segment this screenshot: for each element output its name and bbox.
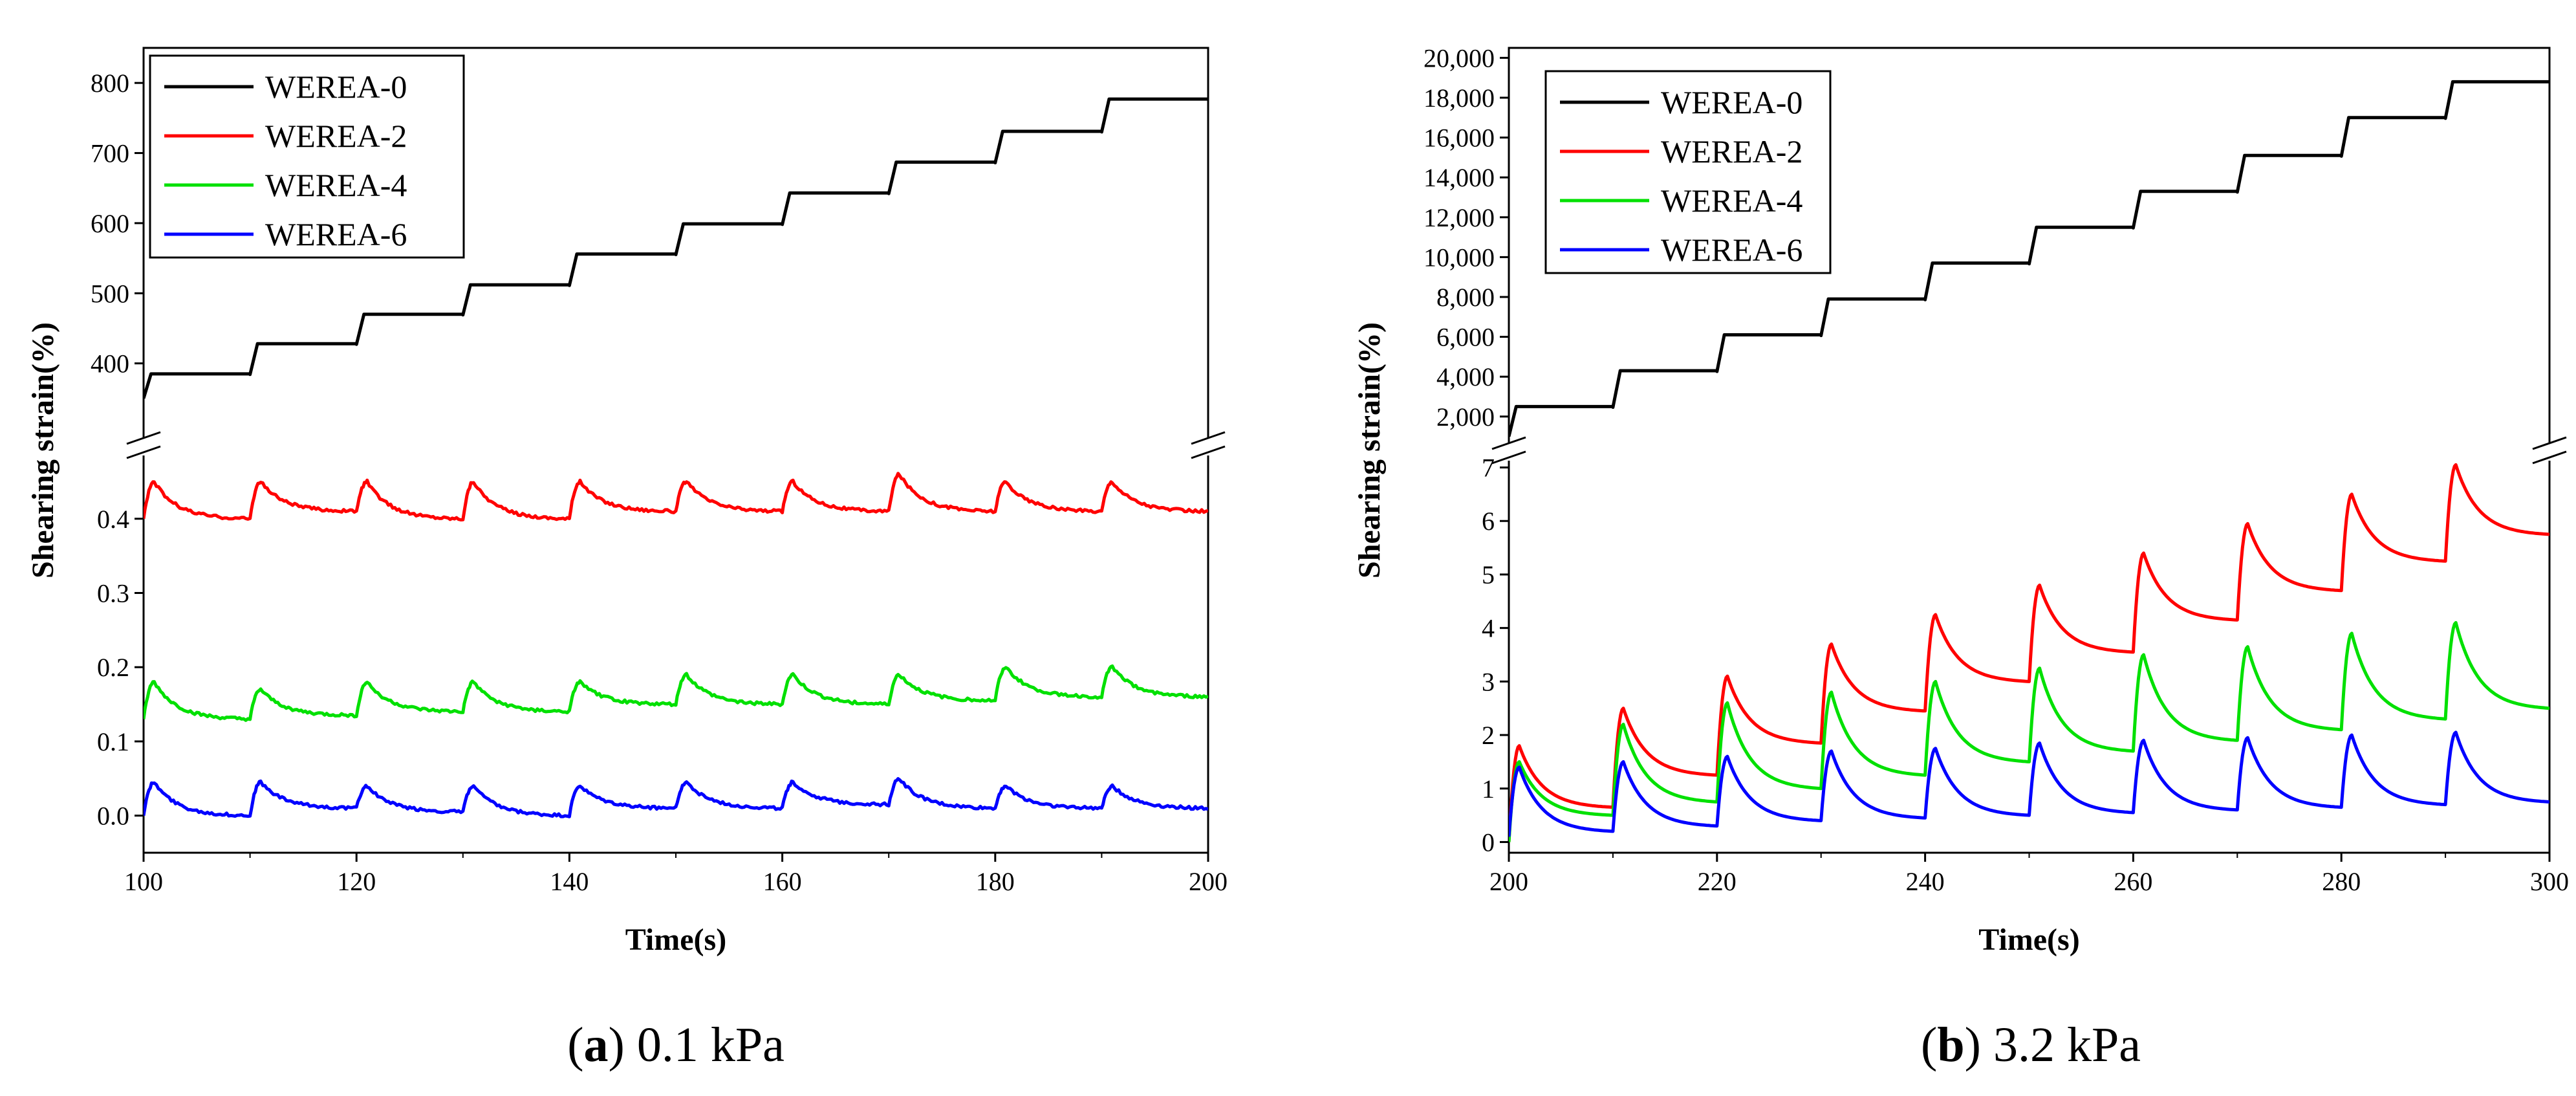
series-line-werea-6 [144, 777, 1208, 818]
y-tick-label-lower: 0.2 [97, 653, 129, 682]
axis-break-mark [2532, 450, 2567, 465]
y-tick-label-lower: 3 [1482, 667, 1495, 696]
panel-caption: (a) 0.1 kPa [567, 1018, 785, 1072]
legend-label-werea-4: WEREA-4 [265, 167, 407, 203]
y-tick-label-upper: 400 [91, 349, 129, 378]
series-line-werea-2 [144, 472, 1208, 521]
x-tick-label: 260 [2114, 867, 2152, 896]
y-tick-label-lower: 5 [1482, 560, 1495, 589]
axis-break-mark [1191, 445, 1226, 459]
y-tick-label-upper: 600 [91, 209, 129, 238]
y-tick-label-upper: 2,000 [1436, 402, 1495, 432]
legend-label-werea-0: WEREA-0 [1661, 84, 1802, 120]
panel-caption: (b) 3.2 kPa [1921, 1018, 2141, 1072]
y-tick-label-upper: 16,000 [1423, 124, 1495, 153]
y-axis-label: Shearing strain(%) [26, 322, 60, 578]
legend-label-werea-2: WEREA-2 [1661, 133, 1802, 170]
x-tick-label: 180 [976, 867, 1015, 896]
legend-label-werea-0: WEREA-0 [265, 69, 407, 105]
x-tick-label: 200 [1189, 867, 1228, 896]
y-tick-label-lower: 0.1 [97, 727, 129, 756]
caption-paren: ( [1921, 1018, 1937, 1072]
series-line-werea-6 [1509, 730, 2549, 837]
panel-a: 100 120 140 160 180 200 400 500 600 700 800 0.0 0.1 0… [26, 47, 1228, 1072]
axis-break-mark [126, 445, 161, 459]
series-line-werea-4 [144, 664, 1208, 722]
y-tick-label-upper: 14,000 [1423, 163, 1495, 192]
x-tick-label: 240 [1906, 867, 1945, 896]
caption-paren: ) [609, 1018, 625, 1072]
axis-break-mark [1191, 431, 1226, 445]
y-tick-label-upper: 8,000 [1436, 283, 1495, 312]
legend-label-werea-6: WEREA-6 [1661, 232, 1802, 268]
y-tick-label-lower: 4 [1482, 614, 1495, 643]
axis-break-mark [1491, 436, 1526, 450]
series-line-werea-0 [144, 97, 1208, 399]
y-tick-label-lower: 1 [1482, 774, 1495, 804]
y-tick-label-upper: 20,000 [1423, 43, 1495, 72]
caption-text: 3.2 kPa [1981, 1018, 2141, 1072]
legend-box [1544, 70, 1832, 274]
y-tick-label-upper: 12,000 [1423, 203, 1495, 232]
legend-label-werea-6: WEREA-6 [265, 216, 407, 252]
x-tick-label: 140 [550, 867, 589, 896]
x-tick-label: 120 [337, 867, 376, 896]
panel-b: 200 220 240 260 280 3002,0004,0006,0008,00010… [1352, 43, 2569, 1072]
axis-break-mark [1491, 450, 1526, 465]
legend-label-werea-4: WEREA-4 [1661, 182, 1802, 219]
y-tick-label-upper: 18,000 [1423, 83, 1495, 113]
y-tick-label-upper: 800 [91, 69, 129, 98]
y-tick-label-upper: 6,000 [1436, 323, 1495, 352]
x-axis-label: Time(s) [625, 923, 726, 957]
x-tick-label: 300 [2530, 867, 2569, 896]
x-tick-label: 200 [1489, 867, 1528, 896]
y-tick-label-lower: 0.4 [97, 505, 129, 534]
y-tick-label-lower: 0 [1482, 827, 1495, 857]
series-line-werea-2 [1509, 463, 2549, 842]
caption-paren: ( [567, 1018, 583, 1072]
y-tick-label-upper: 4,000 [1436, 362, 1495, 391]
series-line-werea-4 [1509, 620, 2549, 842]
y-tick-label-lower: 0.3 [97, 578, 129, 608]
y-axis-label: Shearing strain(%) [1352, 322, 1387, 578]
x-tick-label: 160 [763, 867, 802, 896]
series-line-werea-0 [1509, 80, 2549, 437]
caption-letter: a [584, 1018, 609, 1072]
x-tick-label: 220 [1698, 867, 1737, 896]
legend-box [149, 54, 465, 259]
caption-paren: ) [1965, 1018, 1981, 1072]
y-tick-label-lower: 6 [1482, 507, 1495, 536]
caption-text: 0.1 kPa [625, 1018, 785, 1072]
y-tick-label-upper: 10,000 [1423, 243, 1495, 272]
y-tick-label-upper: 700 [91, 139, 129, 168]
axis-break-mark [2532, 436, 2567, 450]
y-tick-label-lower: 7 [1482, 454, 1495, 483]
x-tick-label: 280 [2322, 867, 2361, 896]
axis-break-mark [126, 431, 161, 445]
legend-label-werea-2: WEREA-2 [265, 118, 407, 154]
y-tick-label-upper: 500 [91, 279, 129, 308]
y-tick-label-lower: 0.0 [97, 802, 129, 831]
x-axis-label: Time(s) [1978, 923, 2079, 957]
y-tick-label-lower: 2 [1482, 721, 1495, 750]
x-tick-label: 100 [124, 867, 163, 896]
caption-letter: b [1937, 1018, 1964, 1072]
